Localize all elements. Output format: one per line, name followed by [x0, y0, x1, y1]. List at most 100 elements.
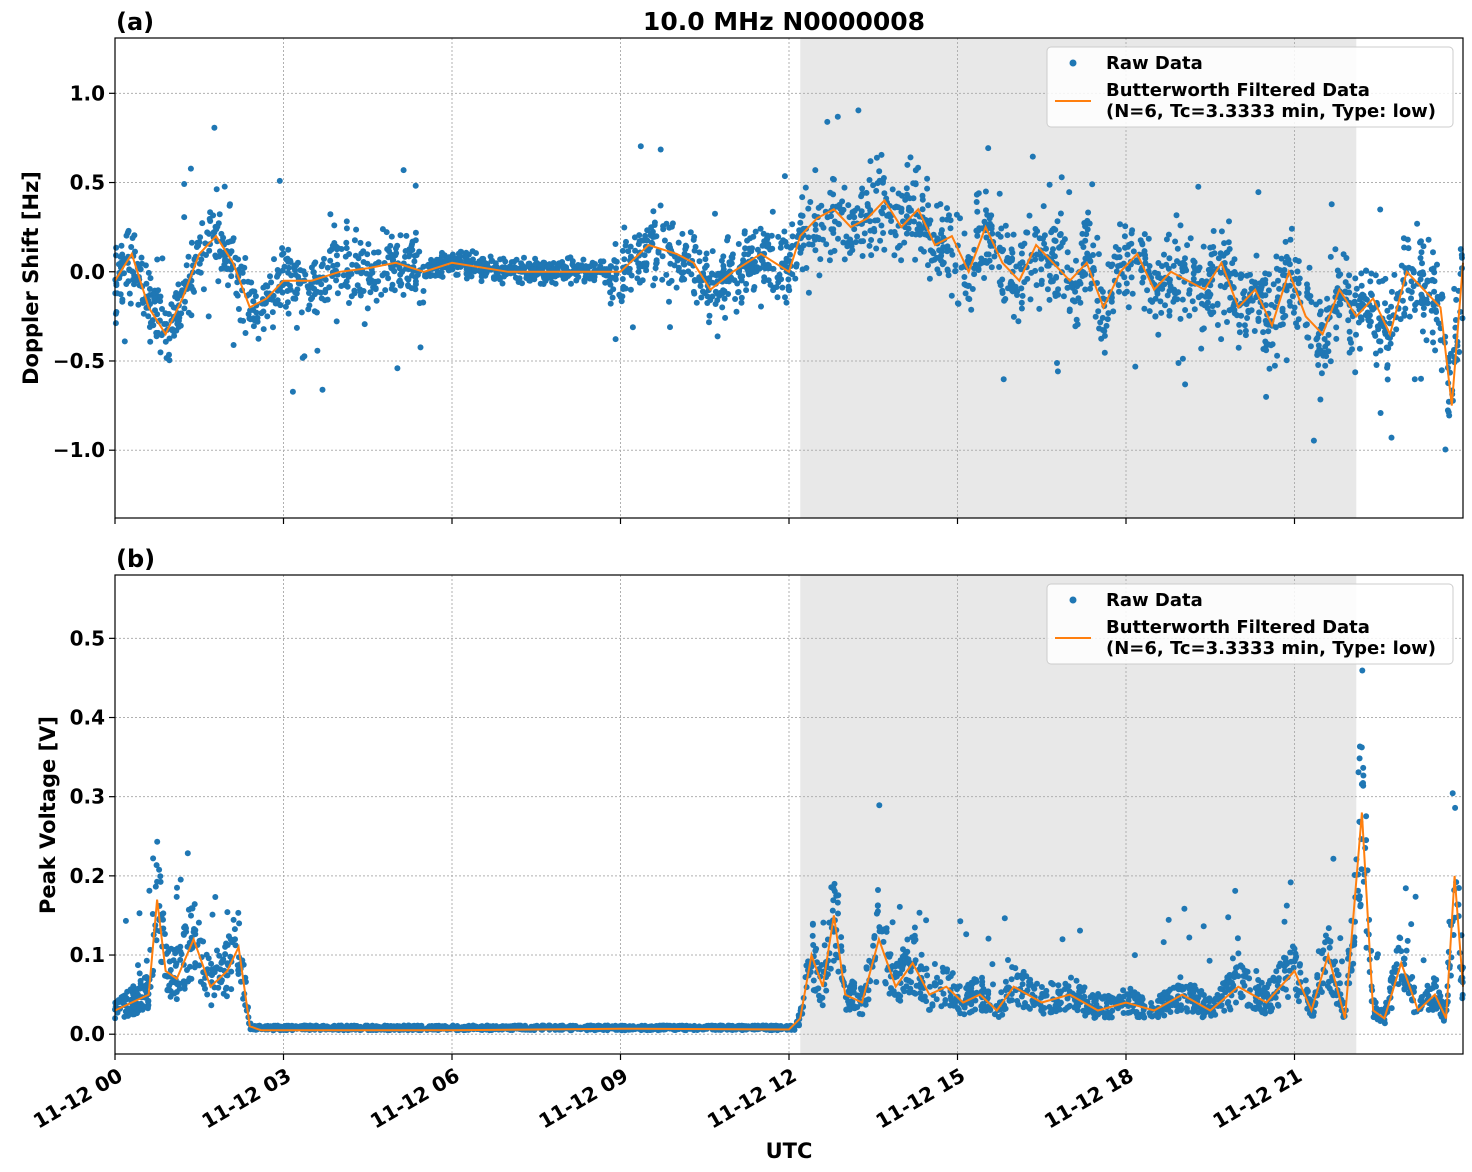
panel-a-raw-point	[582, 273, 589, 280]
panel-a-raw-point	[166, 335, 173, 342]
panel-a-raw-point	[1139, 240, 1146, 247]
panel-a-raw-point	[965, 295, 972, 302]
panel-a-raw-point	[1408, 295, 1414, 302]
panel-a-raw-point	[1123, 288, 1130, 295]
panel-a-raw-point	[406, 251, 413, 258]
panel-a-raw-point	[863, 189, 870, 196]
panel-b-raw-point	[1325, 925, 1332, 932]
panel-a-raw-point	[841, 184, 848, 191]
panel-a-raw-point	[1416, 270, 1423, 277]
panel-b-raw-point	[989, 961, 996, 968]
panel-a-raw-point	[1057, 232, 1064, 238]
panel-a-raw-point	[948, 292, 955, 299]
panel-a-raw-point	[1073, 316, 1080, 323]
panel-a-raw-point	[834, 113, 841, 120]
panel-a-raw-point	[240, 278, 247, 285]
panel-a-raw-point	[1155, 331, 1162, 338]
panel-a-raw-point	[155, 287, 162, 294]
panel-a-raw-point	[947, 247, 954, 254]
panel-a-raw-point	[722, 314, 729, 321]
panel-b-raw-point	[1229, 955, 1236, 962]
panel-a-raw-point	[1280, 272, 1286, 278]
panel-a-raw-point	[749, 261, 756, 268]
panel-a-raw-point	[519, 262, 526, 269]
panel-a-raw-point	[1279, 321, 1286, 328]
panel-a-raw-point	[1087, 285, 1094, 292]
panel-a-raw-point	[1129, 290, 1136, 297]
panel-a-raw-point	[644, 227, 651, 234]
panel-a-raw-point	[1327, 358, 1334, 365]
panel-a-raw-point	[880, 175, 887, 181]
panel-a-raw-point	[1002, 222, 1009, 229]
panel-a-raw-point	[181, 305, 188, 312]
panel-a-raw-point	[272, 300, 279, 307]
panel-a-raw-point	[373, 297, 380, 304]
panel-a-raw-point	[1187, 235, 1194, 242]
panel-a-raw-point	[824, 118, 831, 125]
panel-a-raw-point	[879, 179, 886, 186]
panel-a-raw-point	[652, 265, 659, 272]
panel-a-raw-point	[1323, 306, 1330, 313]
panel-b-raw-point	[1292, 986, 1299, 993]
panel-a-raw-point	[644, 237, 651, 244]
panel-a-raw-point	[387, 242, 394, 249]
panel-a-raw-point	[352, 252, 359, 259]
panel-a-raw-point	[1294, 324, 1301, 330]
panel-a-raw-point	[1386, 320, 1393, 327]
panel-b-raw-point	[449, 1022, 456, 1029]
panel-a-raw-point	[276, 177, 283, 184]
panel-b-raw-point	[1076, 983, 1083, 990]
panel-a-raw-point	[334, 290, 341, 297]
panel-a-raw-point	[685, 268, 692, 275]
panel-b-raw-point	[1420, 957, 1427, 964]
panel-a-raw-point	[157, 293, 164, 300]
panel-b-raw-point	[1214, 996, 1220, 1003]
panel-b-raw-point	[835, 910, 841, 917]
panel-a-raw-point	[767, 281, 774, 288]
panel-a-raw-point	[199, 220, 206, 227]
panel-a-y-axis-label: Doppler Shift [Hz]	[19, 171, 43, 385]
panel-b-raw-point	[228, 968, 235, 975]
panel-a-raw-point	[1322, 362, 1329, 369]
panel-b-raw-point	[1337, 935, 1344, 942]
panel-a-raw-point	[463, 275, 470, 282]
panel-a-raw-point	[650, 208, 657, 215]
panel-a-raw-point	[1064, 264, 1071, 271]
panel-b-raw-point	[955, 1006, 962, 1013]
panel-a-raw-point	[1226, 218, 1232, 225]
panel-a-raw-point	[1303, 321, 1310, 328]
panel-a-raw-point	[1170, 298, 1177, 305]
panel-a-y-tick-label: 0.5	[70, 171, 105, 195]
panel-a-raw-point	[139, 296, 146, 303]
panel-b-raw-point	[829, 907, 836, 914]
panel-a-raw-point	[345, 273, 352, 280]
panel-a-raw-point	[1314, 334, 1321, 341]
panel-a-raw-point	[653, 233, 660, 240]
panel-b-raw-point	[963, 931, 970, 938]
panel-a-raw-point	[226, 202, 233, 209]
panel-a-raw-point	[1266, 365, 1273, 372]
panel-a-raw-point	[997, 233, 1004, 240]
panel-a-raw-point	[546, 261, 553, 268]
panel-a-raw-point	[1215, 255, 1222, 262]
panel-a-raw-point	[1245, 307, 1252, 314]
panel-a-raw-point	[1388, 434, 1395, 441]
panel-b-raw-point	[1419, 994, 1425, 1000]
panel-b-raw-point	[173, 996, 180, 1003]
panel-a-raw-point	[1165, 231, 1172, 238]
panel-a-raw-point	[1090, 242, 1097, 249]
panel-b-raw-point	[725, 1022, 732, 1029]
panel-a-raw-point	[793, 261, 800, 268]
panel-a-raw-point	[1434, 261, 1440, 268]
panel-b-raw-point	[874, 902, 881, 909]
panel-a-raw-point	[1002, 296, 1009, 302]
panel-b-tag: (b)	[116, 545, 155, 573]
panel-b-raw-point	[820, 919, 827, 926]
panel-b-raw-point	[204, 991, 211, 998]
panel-a-raw-point	[1221, 309, 1228, 316]
panel-a-raw-point	[279, 245, 286, 252]
panel-b-raw-point	[1056, 1000, 1063, 1007]
panel-a-raw-point	[519, 280, 525, 287]
panel-b-raw-point	[197, 978, 204, 985]
panel-a-raw-point	[774, 294, 781, 301]
